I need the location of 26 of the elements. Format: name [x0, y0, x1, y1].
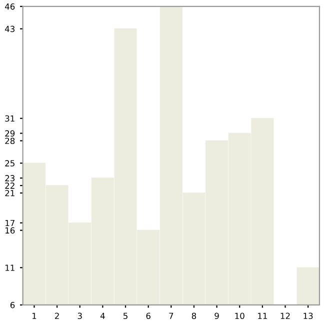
y-tick-label: 46 — [4, 3, 15, 10]
y-tick-label: 16 — [5, 227, 15, 234]
x-tick-label: 4 — [100, 312, 105, 319]
x-tick-label: 12 — [280, 312, 290, 319]
x-tick-label: 10 — [235, 312, 244, 320]
y-tick-label: 25 — [5, 160, 14, 166]
x-tick-label: 2 — [55, 312, 59, 319]
y-tick-label: 22 — [5, 182, 14, 189]
y-tick-label: 31 — [5, 115, 14, 122]
y-tick-label: 29 — [5, 130, 15, 137]
x-tick-label: 1 — [32, 312, 36, 319]
x-tick-label: 13 — [304, 312, 313, 320]
y-tick-label: 6 — [10, 302, 15, 308]
x-tick-label: 7 — [169, 312, 174, 319]
y-tick-label: 23 — [5, 175, 15, 182]
x-tick-label: 11 — [258, 312, 267, 319]
y-tick-label: 17 — [5, 220, 14, 226]
y-tick-label: 28 — [5, 138, 15, 144]
y-tick-label: 11 — [5, 264, 14, 271]
x-tick-label: 9 — [214, 312, 219, 320]
x-tick-label: 8 — [192, 312, 196, 320]
x-tick-label: 3 — [78, 312, 82, 320]
y-tick-label: 43 — [4, 26, 15, 32]
y-tick-label: 21 — [5, 190, 14, 196]
x-tick-label: 6 — [146, 312, 150, 320]
x-tick-label: 5 — [124, 312, 128, 320]
